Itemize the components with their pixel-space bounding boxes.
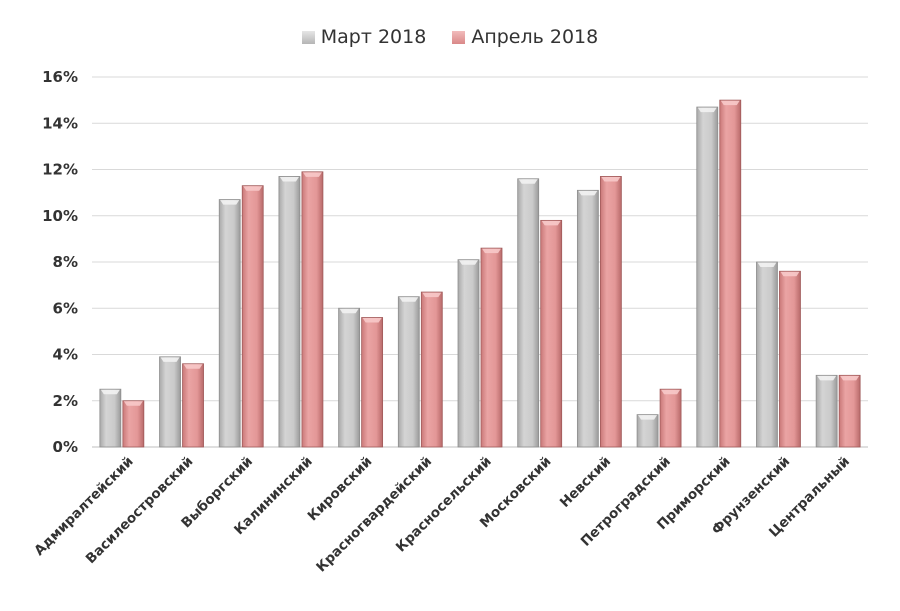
y-tick-label: 4% — [53, 346, 78, 364]
bar-march[interactable] — [457, 259, 480, 448]
y-tick-label: 10% — [42, 207, 78, 225]
bar-march[interactable] — [756, 261, 778, 448]
bar-bevel — [302, 172, 322, 177]
bar-bevel — [220, 200, 240, 205]
bar-march[interactable] — [278, 176, 301, 448]
bar-april[interactable] — [838, 374, 861, 448]
bar-bevel — [243, 186, 263, 191]
bar-bevel — [482, 248, 501, 254]
bar-april[interactable] — [122, 400, 145, 448]
bar-bevel — [362, 318, 382, 323]
x-tick-label: Адмиралтейский — [31, 454, 136, 559]
bar-bevel — [840, 375, 860, 381]
bar-april[interactable] — [182, 363, 204, 448]
bar-bevel — [422, 292, 442, 298]
legend-swatch-april — [452, 30, 466, 44]
bar-march[interactable] — [815, 374, 838, 448]
bar-april[interactable] — [301, 171, 324, 448]
bar-april[interactable] — [420, 291, 443, 448]
y-tick-label: 16% — [42, 68, 78, 86]
bar-april[interactable] — [779, 270, 801, 448]
bar-bevel — [541, 220, 561, 226]
y-tick-label: 2% — [53, 392, 78, 410]
bar-bevel — [339, 308, 359, 314]
bar-bevel — [661, 389, 681, 395]
bar-march[interactable] — [397, 296, 420, 448]
bar-bevel — [279, 176, 299, 182]
legend-label-april: Апрель 2018 — [471, 26, 599, 48]
bar-march[interactable] — [159, 356, 181, 448]
legend-item-april[interactable]: Апрель 2018 — [452, 26, 598, 48]
bar-march[interactable] — [99, 388, 122, 448]
x-tick-label: Невский — [557, 454, 614, 511]
bar-april[interactable] — [540, 219, 563, 448]
bar-march[interactable] — [218, 199, 241, 448]
bar-april[interactable] — [719, 99, 742, 448]
bar-april[interactable] — [361, 317, 384, 448]
bar-bevel — [123, 401, 143, 406]
y-tick-label: 8% — [53, 253, 78, 271]
bar-bevel — [638, 415, 658, 420]
legend-item-march[interactable]: Март 2018 — [301, 26, 427, 48]
x-tick-label: Василеостровский — [83, 454, 197, 568]
bar-march[interactable] — [517, 178, 540, 448]
bar-bevel — [399, 297, 419, 302]
bar-bevel — [697, 107, 717, 113]
bar-march[interactable] — [636, 414, 659, 448]
bar-bevel — [601, 176, 621, 182]
y-tick-label: 0% — [53, 438, 78, 456]
bar-bevel — [518, 179, 538, 184]
bar-april[interactable] — [659, 388, 682, 448]
legend-label-march: Март 2018 — [320, 26, 427, 48]
bar-march[interactable] — [576, 189, 599, 448]
bar-bevel — [720, 100, 740, 106]
x-tick-label: Красногвардейский — [313, 454, 435, 576]
bar-april[interactable] — [599, 176, 622, 448]
bar-bevel — [578, 190, 598, 196]
bar-bevel — [183, 364, 203, 369]
bar-bevel — [459, 260, 478, 265]
bar-march[interactable] — [338, 307, 361, 448]
bar-april[interactable] — [480, 247, 503, 448]
legend: Март 2018 Апрель 2018 — [0, 26, 900, 48]
y-tick-label: 6% — [53, 299, 78, 317]
bar-bevel — [100, 389, 120, 395]
y-tick-label: 14% — [42, 114, 78, 132]
bar-april[interactable] — [241, 185, 264, 448]
y-tick-label: 12% — [42, 161, 78, 179]
bar-bevel — [817, 375, 837, 381]
legend-swatch-march — [301, 30, 315, 44]
bar-bevel — [780, 271, 800, 277]
bar-bevel — [757, 262, 777, 267]
bar-march[interactable] — [696, 106, 719, 448]
bar-bevel — [160, 357, 180, 362]
